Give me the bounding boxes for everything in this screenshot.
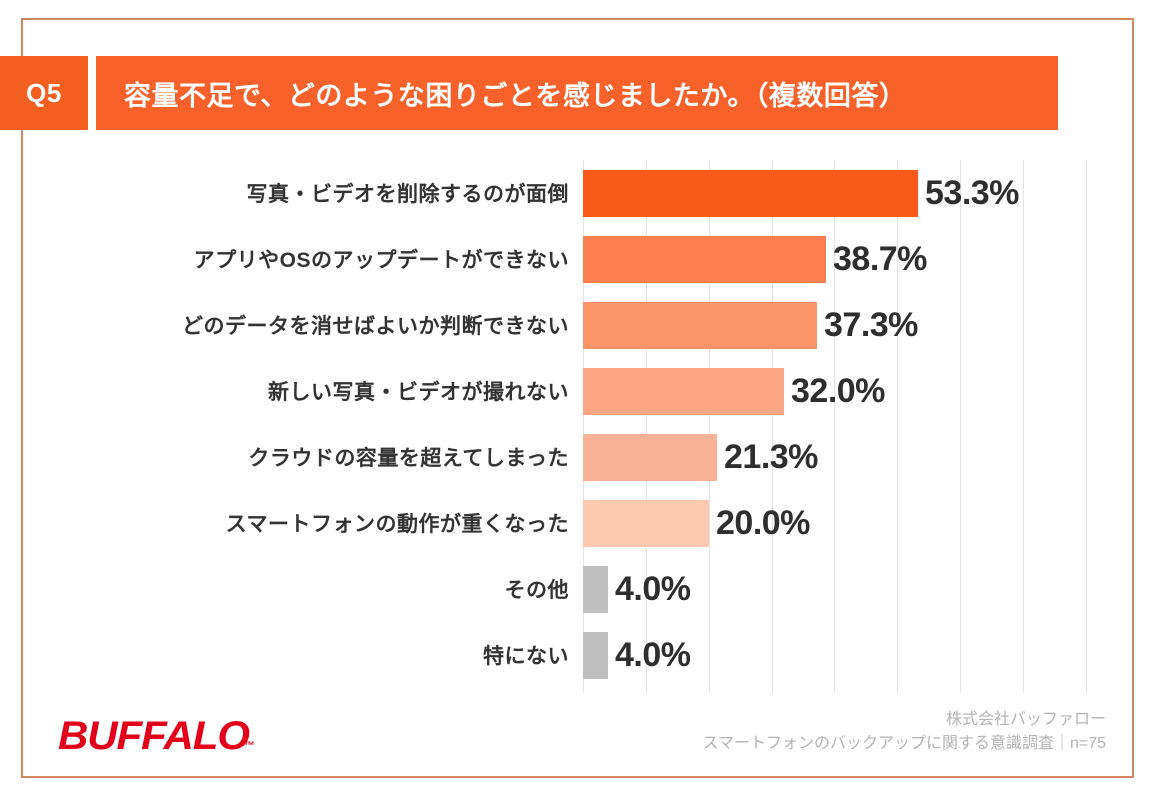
bar-category-label: その他 bbox=[504, 579, 569, 602]
gridline bbox=[834, 160, 835, 693]
chart-row: その他 4.0% bbox=[0, 556, 1154, 622]
bar-category-label: 新しい写真・ビデオが撮れない bbox=[268, 381, 569, 404]
gridline bbox=[960, 160, 961, 693]
gridline bbox=[1086, 160, 1087, 693]
bar-category-label: クラウドの容量を超えてしまった bbox=[248, 447, 569, 470]
bar bbox=[583, 631, 608, 679]
chart-row: スマートフォンの動作が重くなった 20.0% bbox=[0, 490, 1154, 556]
bar-category-label: アプリやOSのアップデートができない bbox=[193, 249, 569, 272]
bar-container: 32.0% bbox=[583, 358, 885, 424]
gridline bbox=[772, 160, 773, 693]
chart-row: 新しい写真・ビデオが撮れない 32.0% bbox=[0, 358, 1154, 424]
gridline bbox=[646, 160, 647, 693]
gridline bbox=[1023, 160, 1024, 693]
question-header: Q5 容量不足で、どのような困りごとを感じましたか。（複数回答） bbox=[0, 56, 1058, 130]
bar-container: 21.3% bbox=[583, 424, 818, 490]
trademark-icon: ™ bbox=[243, 740, 255, 752]
bar-category-label: どのデータを消せばよいか判断できない bbox=[182, 315, 569, 338]
gridline bbox=[897, 160, 898, 693]
bar bbox=[583, 433, 717, 481]
bar-value-label: 4.0% bbox=[615, 636, 691, 674]
bar-container: 38.7% bbox=[583, 226, 927, 292]
bar-category-label: スマートフォンの動作が重くなった bbox=[225, 513, 569, 536]
bar bbox=[583, 565, 608, 613]
question-number-badge: Q5 bbox=[0, 56, 88, 130]
bar-container: 53.3% bbox=[583, 160, 1019, 226]
bar-value-label: 20.0% bbox=[716, 504, 810, 542]
footer-note: 株式会社バッファロー スマートフォンのバックアップに関する意識調査｜n=75 bbox=[702, 708, 1106, 756]
bar bbox=[583, 301, 817, 349]
bar-container: 4.0% bbox=[583, 622, 691, 688]
bar bbox=[583, 235, 826, 283]
buffalo-logo-text: BUFFALO bbox=[58, 714, 250, 758]
bar-category-label: 特にない bbox=[483, 645, 569, 668]
bar-container: 20.0% bbox=[583, 490, 810, 556]
bar-category-label: 写真・ビデオを削除するのが面倒 bbox=[246, 183, 569, 206]
buffalo-logo: BUFFALO ™ bbox=[58, 716, 255, 756]
gridline bbox=[583, 160, 584, 693]
bar-container: 37.3% bbox=[583, 292, 918, 358]
bar-chart: 写真・ビデオを削除するのが面倒 53.3% アプリやOSのアップデートができない 38… bbox=[0, 160, 1154, 700]
bar bbox=[583, 367, 784, 415]
chart-row: どのデータを消せばよいか判断できない 37.3% bbox=[0, 292, 1154, 358]
bar bbox=[583, 169, 918, 217]
bar bbox=[583, 499, 709, 547]
chart-row: クラウドの容量を超えてしまった 21.3% bbox=[0, 424, 1154, 490]
question-title-text: 容量不足で、どのような困りごとを感じましたか。（複数回答） bbox=[124, 80, 907, 111]
question-title-bar: 容量不足で、どのような困りごとを感じましたか。（複数回答） bbox=[96, 56, 1058, 130]
bar-value-label: 53.3% bbox=[925, 174, 1019, 212]
bar-value-label: 38.7% bbox=[833, 240, 927, 278]
chart-plot-area bbox=[583, 160, 1136, 693]
bar-container: 4.0% bbox=[583, 556, 691, 622]
chart-row: アプリやOSのアップデートができない 38.7% bbox=[0, 226, 1154, 292]
footer: BUFFALO ™ 株式会社バッファロー スマートフォンのバックアップに関する意… bbox=[0, 700, 1154, 770]
footer-survey: スマートフォンのバックアップに関する意識調査｜n=75 bbox=[702, 735, 1106, 752]
bar-value-label: 4.0% bbox=[615, 570, 691, 608]
footer-company: 株式会社バッファロー bbox=[945, 711, 1106, 728]
bar-value-label: 32.0% bbox=[791, 372, 885, 410]
bar-value-label: 21.3% bbox=[724, 438, 818, 476]
gridline bbox=[709, 160, 710, 693]
chart-row: 特にない 4.0% bbox=[0, 622, 1154, 688]
chart-row: 写真・ビデオを削除するのが面倒 53.3% bbox=[0, 160, 1154, 226]
bar-value-label: 37.3% bbox=[824, 306, 918, 344]
